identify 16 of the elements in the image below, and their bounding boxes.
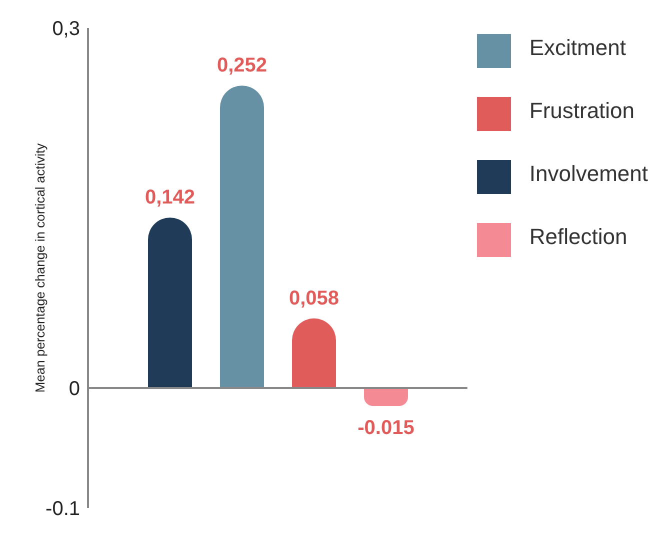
data-label: -0.015 bbox=[358, 417, 414, 440]
legend-label: Involvement bbox=[529, 161, 648, 186]
legend-label: Reflection bbox=[529, 224, 628, 249]
legend-label: Frustration bbox=[529, 98, 635, 123]
bar bbox=[364, 388, 408, 406]
y-axis-title: Mean percentage change in cortical activity bbox=[32, 142, 48, 393]
y-tick-label: 0 bbox=[68, 378, 80, 400]
bar bbox=[220, 86, 264, 388]
data-label: 0,142 bbox=[144, 186, 196, 209]
data-label: 0,058 bbox=[288, 287, 340, 310]
data-label: 0,252 bbox=[216, 54, 268, 77]
bar bbox=[148, 218, 192, 388]
bar bbox=[292, 318, 336, 388]
legend-label: Excitment bbox=[529, 35, 626, 60]
y-tick-label: 0,3 bbox=[52, 18, 80, 40]
y-tick-label: -0.1 bbox=[46, 498, 80, 520]
